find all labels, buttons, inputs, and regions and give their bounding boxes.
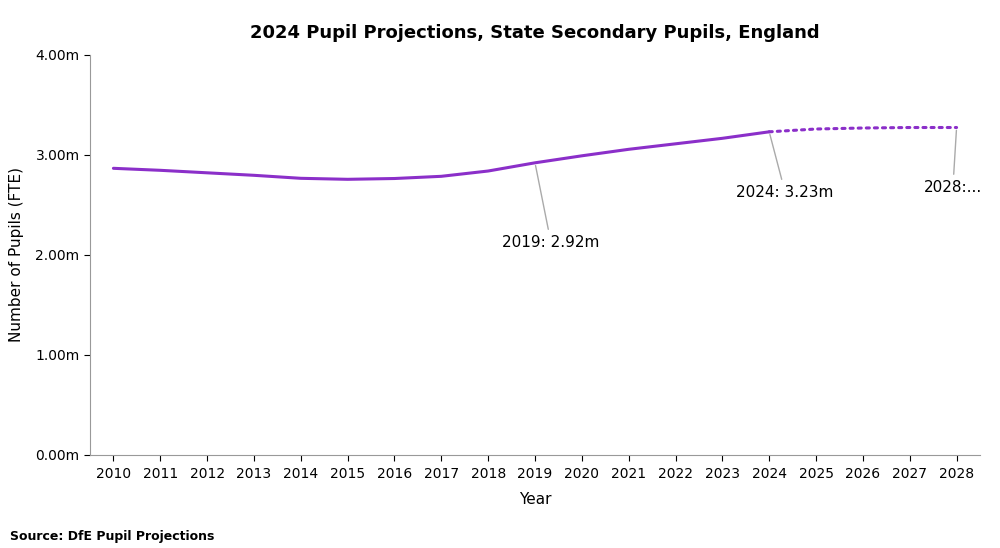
Text: 2028:...: 2028:... [924,130,982,195]
Text: 2019: 2.92m: 2019: 2.92m [502,165,600,250]
Title: 2024 Pupil Projections, State Secondary Pupils, England: 2024 Pupil Projections, State Secondary … [250,24,820,42]
Text: 2024: 3.23m: 2024: 3.23m [736,134,834,200]
Text: Source: DfE Pupil Projections: Source: DfE Pupil Projections [10,529,214,543]
X-axis label: Year: Year [519,493,551,507]
Y-axis label: Number of Pupils (FTE): Number of Pupils (FTE) [9,167,24,342]
